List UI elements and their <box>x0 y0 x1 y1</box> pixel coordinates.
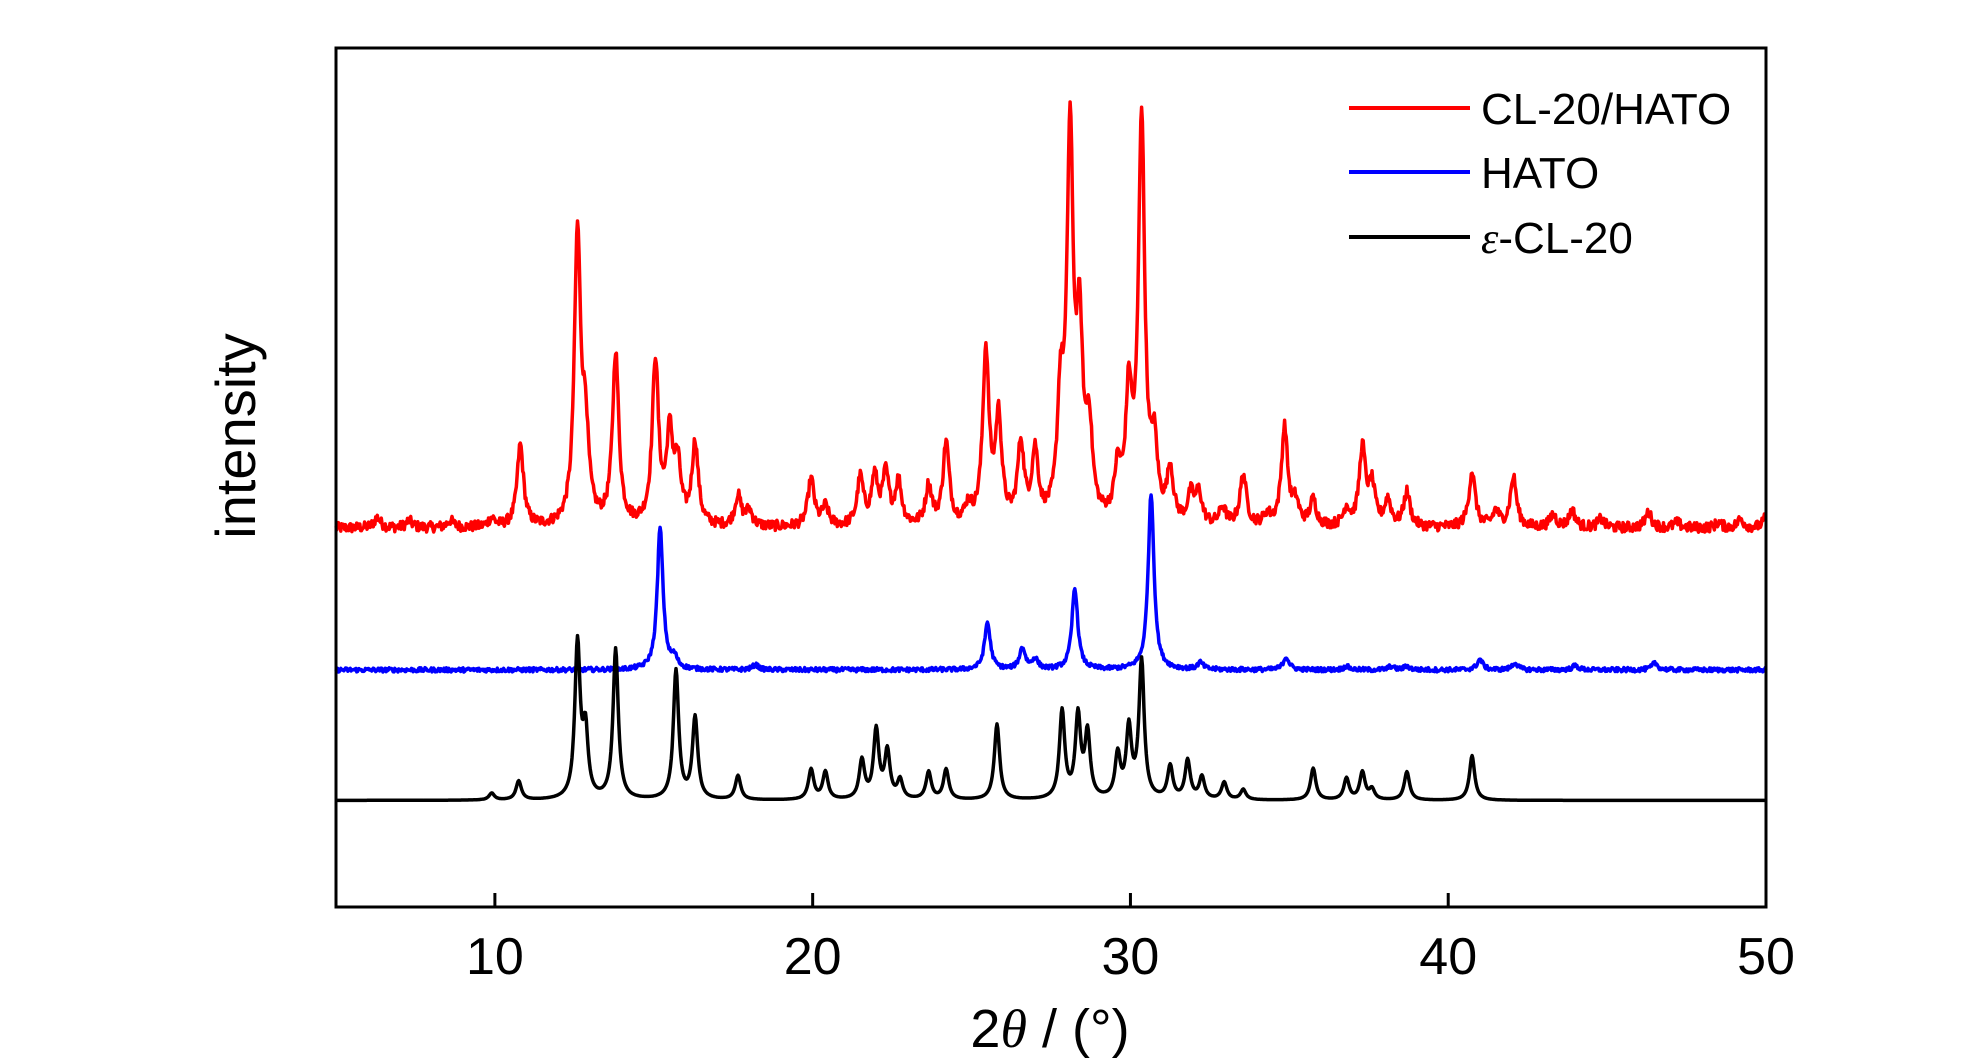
series-layer <box>334 100 1768 803</box>
x-tick-label: 50 <box>1737 928 1795 986</box>
x-tick-label: 20 <box>784 928 842 986</box>
x-tick-label: 40 <box>1419 928 1477 986</box>
y-axis-label: intensity <box>204 333 267 538</box>
legend-label-hato: HATO <box>1481 149 1599 198</box>
series-line-0 <box>334 100 1768 534</box>
x-tick-label: 10 <box>466 928 524 986</box>
x-axis-label-unit: / (°) <box>1027 999 1130 1059</box>
plot-frame <box>334 46 1768 909</box>
x-axis-label: 2θ / (°) <box>970 999 1129 1059</box>
legend: CL-20/HATO HATO ε-CL-20 <box>1349 85 1731 263</box>
x-tick-label: 30 <box>1102 928 1160 986</box>
series-line-2 <box>335 633 1767 803</box>
x-axis-label-prefix: 2 <box>970 999 1000 1059</box>
x-axis-ticks: 10 20 30 40 50 <box>466 893 1795 986</box>
legend-label-cl20-hato: CL-20/HATO <box>1481 85 1731 134</box>
legend-label-epsilon-cl20: ε-CL-20 <box>1481 214 1633 263</box>
legend-epsilon-rest: -CL-20 <box>1498 214 1633 263</box>
x-axis-label-theta: θ <box>1000 999 1027 1059</box>
legend-epsilon-symbol: ε <box>1481 214 1499 263</box>
